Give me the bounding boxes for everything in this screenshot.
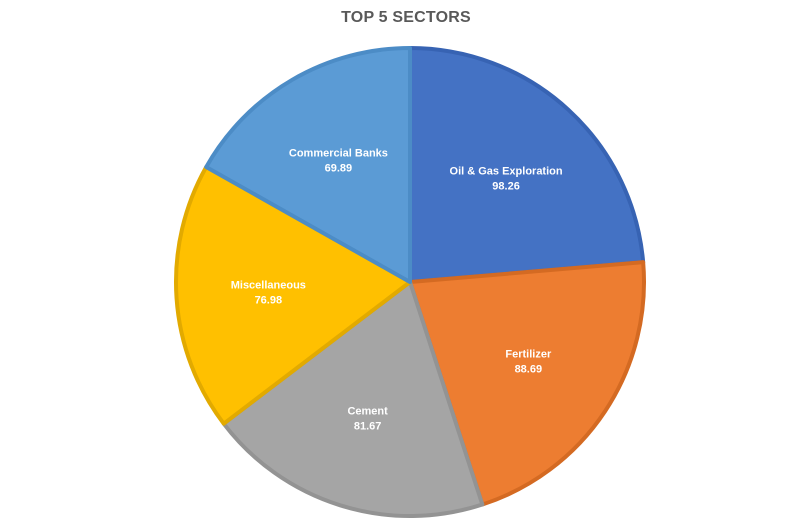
slice-category-label: Miscellaneous bbox=[231, 280, 306, 292]
slice-category-label: Fertilizer bbox=[505, 348, 552, 360]
slice-value-label: 81.67 bbox=[354, 421, 382, 433]
pie-data-labels: Oil & Gas Exploration 98.26 Fertilizer 88.6… bbox=[231, 147, 563, 432]
pie-slice-miscellaneous bbox=[174, 164, 412, 426]
pie-slices bbox=[174, 46, 646, 518]
slice-value-label: 76.98 bbox=[255, 295, 283, 307]
slice-category-label: Oil & Gas Exploration bbox=[450, 165, 563, 177]
slice-value-label: 98.26 bbox=[492, 180, 520, 192]
slice-category-label: Commercial Banks bbox=[289, 147, 388, 159]
pie-slice-fertilizer bbox=[408, 260, 646, 507]
pie-slice-commercial-banks bbox=[204, 46, 412, 284]
slice-value-label: 88.69 bbox=[515, 363, 543, 375]
pie-slice-oil-and-gas-exploration bbox=[408, 46, 646, 284]
slice-category-label: Cement bbox=[347, 406, 388, 418]
chart-title: TOP 5 SECTORS bbox=[341, 9, 471, 26]
pie-slice-cement bbox=[221, 280, 485, 518]
slice-value-label: 69.89 bbox=[325, 162, 353, 174]
